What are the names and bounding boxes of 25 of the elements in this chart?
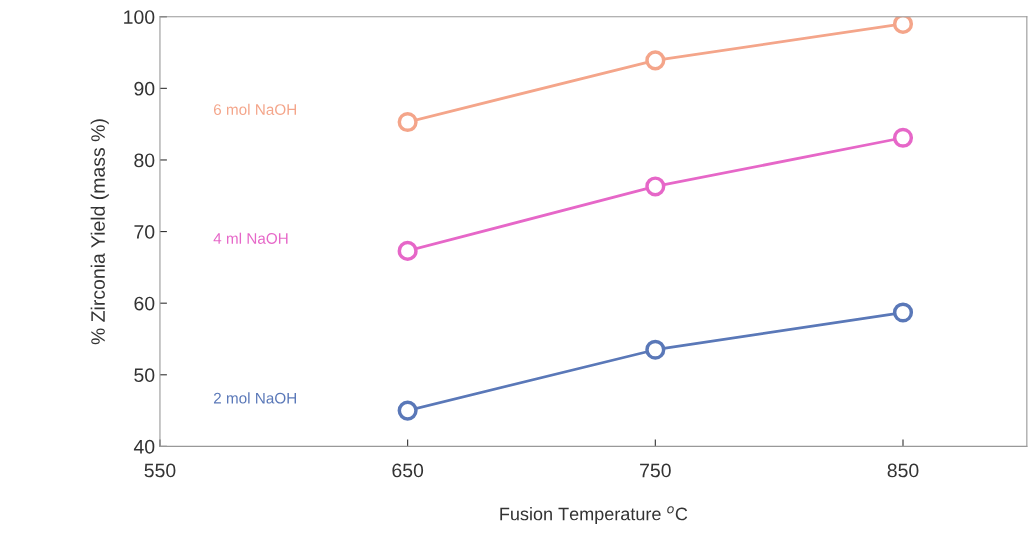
point <box>645 339 666 360</box>
point <box>892 302 914 323</box>
y-tick-label: 100 <box>124 10 155 24</box>
point <box>645 176 666 197</box>
x-tick-label: 550 <box>144 463 176 478</box>
point <box>645 50 666 71</box>
x-tick-label: 850 <box>887 463 919 478</box>
text: 4 ml NaOH <box>213 232 288 244</box>
x-tick-label: 650 <box>392 463 424 478</box>
x-axis-title: Fusion Temperature $^{o}$C <box>500 506 688 524</box>
point <box>892 127 914 148</box>
y-tick-label: 60 <box>134 296 155 311</box>
point <box>397 240 418 261</box>
y-tick-label: 80 <box>134 153 155 168</box>
point <box>892 16 914 34</box>
y-tick-label: 90 <box>134 81 155 96</box>
text: 2 mol NaOH <box>213 392 296 404</box>
y-tick-label: 40 <box>133 439 155 454</box>
point <box>397 111 418 133</box>
y-tick-label: 70 <box>134 225 155 239</box>
y-tick-label: 50 <box>134 368 155 383</box>
x-tick-label: 750 <box>640 463 671 478</box>
y-axis-title: % Zirconia Yield (mass %) <box>90 119 109 345</box>
point <box>397 400 418 421</box>
text: 6 mol NaOH <box>213 103 296 115</box>
